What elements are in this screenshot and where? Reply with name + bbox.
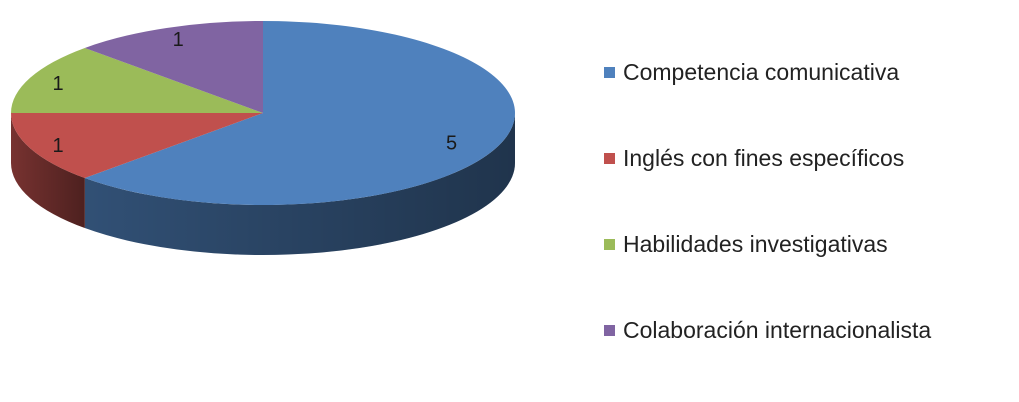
legend-label: Colaboración internacionalista — [623, 316, 932, 343]
data-label-1: 1 — [53, 135, 64, 157]
legend-label: Inglés con fines específicos — [623, 144, 905, 171]
pie-slice-side-shade-1 — [11, 113, 85, 229]
legend-item-competencia-comunicativa: Competencia comunicativa — [604, 58, 1014, 86]
legend-item-habilidades-investigativas: Habilidades investigativas — [604, 230, 1014, 258]
pie-slice-2 — [11, 47, 263, 113]
legend-swatch — [604, 238, 615, 250]
legend-label: Habilidades investigativas — [623, 230, 888, 257]
pie-plot-area: 5 1 1 1 — [11, 21, 516, 256]
legend-swatch — [604, 324, 615, 336]
legend: Competencia comunicativa Inglés con fine… — [604, 58, 1014, 402]
data-label-2: 1 — [53, 73, 64, 95]
pie-chart: 5 1 1 1 Competencia comunicativa Inglés con… — [11, 21, 931, 343]
legend-swatch — [604, 66, 615, 78]
pie-slice-0 — [84, 21, 516, 205]
pie-slice-3 — [84, 21, 264, 113]
legend-label: Competencia comunicativa — [623, 58, 900, 85]
data-label-3: 1 — [173, 29, 184, 51]
legend-swatch — [604, 152, 615, 164]
data-label-0: 5 — [446, 133, 457, 155]
pie-slice-1 — [11, 113, 263, 179]
legend-item-ingles-fines-especificos: Inglés con fines específicos — [604, 144, 1014, 172]
pie-slice-side-shade-0 — [84, 113, 516, 256]
legend-item-colaboracion-internacionalista: Colaboración internacionalista — [604, 316, 1014, 344]
